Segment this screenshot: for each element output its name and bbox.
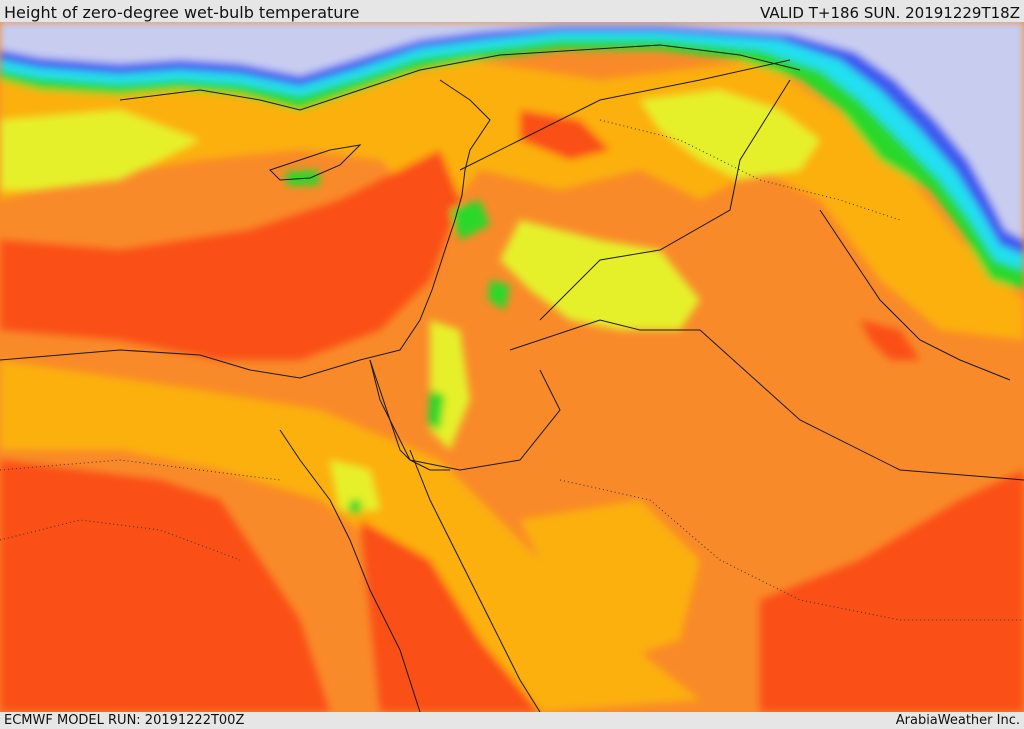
- field-very-high-arabia-east: [760, 470, 1024, 712]
- footer-bar: ECMWF MODEL RUN: 20191222T00Z ArabiaWeat…: [0, 712, 1024, 729]
- field-very-high-levant-sea: [0, 150, 460, 360]
- field-very-high-anatolia: [520, 110, 610, 160]
- border-jordan-saudi: [409, 369, 561, 471]
- field-medium-west: [0, 110, 200, 190]
- field-low-north-band: [0, 22, 1024, 290]
- persian-gulf-coast: [819, 209, 1011, 381]
- country-borders: [369, 59, 1024, 481]
- field-cyan-north-band: [0, 22, 1024, 270]
- dotted-border-arabia: [559, 479, 1024, 621]
- dotted-border-egypt: [0, 459, 281, 481]
- field-medium-sinai: [330, 460, 380, 510]
- map-canvas: [0, 22, 1024, 712]
- border-turkey: [459, 59, 791, 171]
- region-borders: [0, 119, 1024, 621]
- north-coastline: [119, 44, 801, 111]
- brand-label: ArabiaWeather Inc.: [895, 713, 1020, 728]
- field-medium-iraq-north: [640, 90, 820, 180]
- red-sea-east-coast: [409, 449, 541, 712]
- cyprus-outline: [269, 144, 362, 181]
- valid-time-label: VALID T+186 SUN. 20191229T18Z: [760, 4, 1020, 22]
- chart-title: Height of zero-degree wet-bulb temperatu…: [4, 3, 360, 22]
- coastlines: [0, 44, 1011, 712]
- field-medium-high-hejaz: [520, 500, 700, 660]
- field-very-high-egypt: [0, 460, 330, 712]
- levant-coastline: [0, 79, 491, 379]
- border-saudi-iraq: [509, 319, 1024, 481]
- border-egypt-israel: [369, 359, 411, 461]
- field-very-low-north-band: [0, 22, 1024, 240]
- border-syria-iraq: [539, 79, 791, 321]
- field-low-jordan-rift: [428, 390, 445, 430]
- field-very-high-gulf: [860, 320, 920, 360]
- red-sea-west-coast: [279, 429, 421, 712]
- gulf-of-suez: [369, 359, 411, 461]
- field-low-hermon: [488, 280, 510, 310]
- model-run-label: ECMWF MODEL RUN: 20191222T00Z: [4, 713, 245, 728]
- field-low-sinai-peak: [348, 500, 362, 515]
- field-medium-jordan: [500, 220, 700, 330]
- header-bar: Height of zero-degree wet-bulb temperatu…: [0, 0, 1024, 22]
- weather-map: [0, 22, 1024, 712]
- gulf-of-aqaba: [409, 459, 450, 471]
- field-medium-high-south: [0, 360, 700, 712]
- field-low-lebanon: [450, 200, 490, 240]
